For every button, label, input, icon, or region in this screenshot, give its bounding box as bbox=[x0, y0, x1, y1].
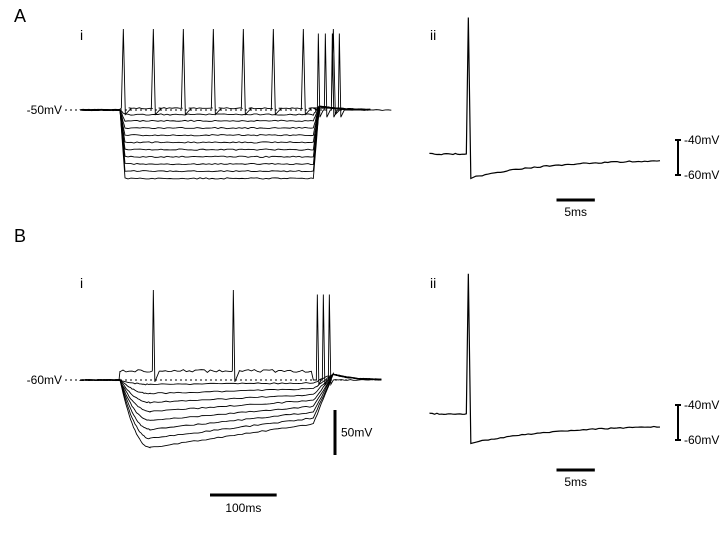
xcal-label-a: 5ms bbox=[564, 205, 587, 219]
sublabel-b-ii: ii bbox=[430, 275, 436, 291]
ycal-label-b: 50mV bbox=[341, 426, 372, 440]
xcal-label-b: 100ms bbox=[225, 501, 261, 515]
panel-label-a: A bbox=[14, 6, 26, 26]
baseline-label-b: -60mV bbox=[27, 373, 62, 387]
panel-a-left bbox=[65, 29, 391, 179]
ap-trace-b bbox=[430, 274, 660, 444]
hyperpol-trace-b bbox=[80, 374, 381, 394]
sublabel-b-i: i bbox=[80, 275, 83, 291]
depol-trace-a bbox=[80, 29, 391, 117]
ap-trace-a bbox=[430, 18, 660, 179]
panel-label-b: B bbox=[14, 226, 26, 246]
sublabel-a-i: i bbox=[80, 27, 83, 43]
ycal-top-a: -40mV bbox=[684, 133, 719, 147]
panel-b-right bbox=[430, 274, 681, 470]
ycal-top-b: -40mV bbox=[684, 398, 719, 412]
panel-b-left bbox=[65, 290, 381, 495]
baseline-label-a: -50mV bbox=[27, 103, 62, 117]
ycal-bot-b: -60mV bbox=[684, 433, 719, 447]
xcal-label-b2: 5ms bbox=[564, 475, 587, 489]
sublabel-a-ii: ii bbox=[430, 27, 436, 43]
panel-a-right bbox=[430, 18, 681, 201]
ycal-bot-a: -60mV bbox=[684, 168, 719, 182]
depol-trace-b bbox=[80, 290, 380, 385]
